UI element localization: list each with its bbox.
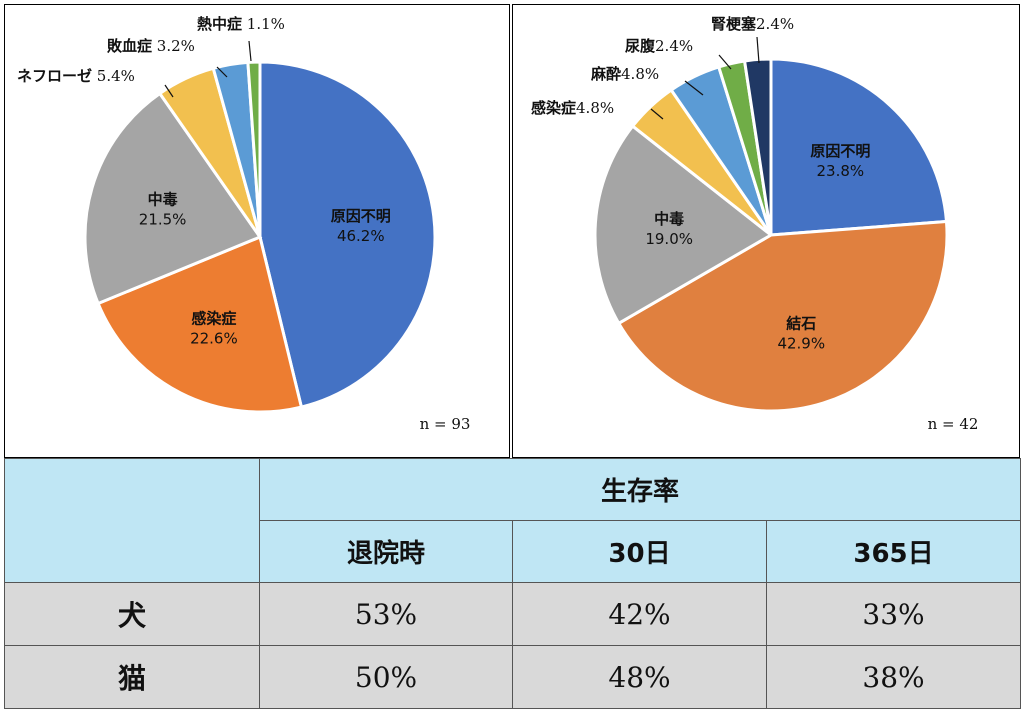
leader-line bbox=[164, 84, 174, 98]
row-label-cat: 猫 bbox=[4, 645, 260, 709]
table-corner-cell bbox=[4, 458, 260, 583]
pie-slice-2 bbox=[83, 91, 263, 306]
sample-size-label: n = 93 bbox=[420, 415, 471, 433]
sample-size-label: n = 42 bbox=[928, 415, 979, 433]
row-label-dog: 犬 bbox=[4, 582, 260, 646]
slice-label: 中毒 bbox=[654, 210, 684, 228]
table-row-dog: 犬 53% 42% 33% bbox=[4, 582, 1022, 646]
pie-slice-0 bbox=[258, 60, 437, 409]
column-header-30days: 30日 bbox=[512, 520, 767, 583]
slice-label: 中毒 bbox=[148, 190, 178, 208]
leader-line bbox=[756, 36, 760, 64]
survival-table: 生存率 退院時 30日 365日 犬 53% 42% 33% 猫 50% 48%… bbox=[4, 458, 1022, 709]
table-cell: 33% bbox=[765, 582, 1022, 646]
pie-slice-6 bbox=[742, 57, 773, 236]
slice-label: 熱中症 1.1% bbox=[197, 15, 285, 33]
left-pie-chart: 原因不明 46.2% 感染症 22.6% 中毒 21.5% ネフローゼ 5.4% 敗血症 3.… bbox=[17, 15, 471, 433]
slice-label: 敗血症 3.2% bbox=[107, 37, 195, 55]
leader-line bbox=[216, 66, 228, 78]
table-cell: 48% bbox=[512, 645, 767, 709]
table-cell: 53% bbox=[259, 582, 513, 646]
slice-value-label: 23.8% bbox=[817, 162, 865, 180]
right-pie-panel: 原因不明 23.8% 結石 42.9% 中毒 19.0% 感染症4.8% 麻酔4.8% 尿腹2.… bbox=[512, 4, 1020, 458]
slice-label: 尿腹2.4% bbox=[625, 37, 693, 55]
slice-value-label: 21.5% bbox=[139, 210, 187, 228]
slice-value-label: 42.9% bbox=[777, 334, 825, 352]
pie-slice-2 bbox=[593, 124, 774, 326]
right-pie-chart: 原因不明 23.8% 結石 42.9% 中毒 19.0% 感染症4.8% 麻酔4.8% 尿腹2.… bbox=[531, 15, 979, 433]
slice-label: 麻酔4.8% bbox=[590, 65, 659, 83]
pie-slice-0 bbox=[769, 57, 949, 237]
table-cell: 42% bbox=[512, 582, 767, 646]
pie-slice-5 bbox=[246, 60, 262, 238]
pie-slice-1 bbox=[96, 234, 304, 414]
column-header-discharge: 退院時 bbox=[259, 520, 513, 583]
slice-label: 感染症 bbox=[191, 309, 236, 327]
leader-line bbox=[248, 40, 252, 62]
table-row-cat: 猫 50% 48% 38% bbox=[4, 645, 1022, 709]
slice-label: 原因不明 bbox=[810, 142, 870, 160]
slice-value-label: 22.6% bbox=[190, 329, 238, 347]
table-cell: 50% bbox=[259, 645, 513, 709]
slice-value-label: 46.2% bbox=[337, 227, 385, 245]
column-header-365days: 365日 bbox=[765, 520, 1022, 583]
slice-value-label: 19.0% bbox=[645, 230, 693, 248]
slice-label: ネフローゼ 5.4% bbox=[17, 67, 135, 85]
leader-line bbox=[718, 54, 732, 70]
table-title: 生存率 bbox=[258, 458, 1022, 521]
leader-line bbox=[650, 108, 664, 120]
slice-label: 原因不明 bbox=[331, 207, 391, 225]
pie-slice-1 bbox=[616, 219, 949, 413]
slice-label: 腎梗塞2.4% bbox=[711, 15, 794, 33]
slice-label: 結石 bbox=[786, 314, 816, 332]
leader-line bbox=[684, 80, 704, 96]
table-cell: 38% bbox=[765, 645, 1022, 709]
slice-label: 感染症4.8% bbox=[531, 99, 614, 117]
left-pie-panel: 原因不明 46.2% 感染症 22.6% 中毒 21.5% ネフローゼ 5.4% 敗血症 3.… bbox=[4, 4, 510, 458]
table-title-row: 生存率 bbox=[4, 458, 1022, 583]
